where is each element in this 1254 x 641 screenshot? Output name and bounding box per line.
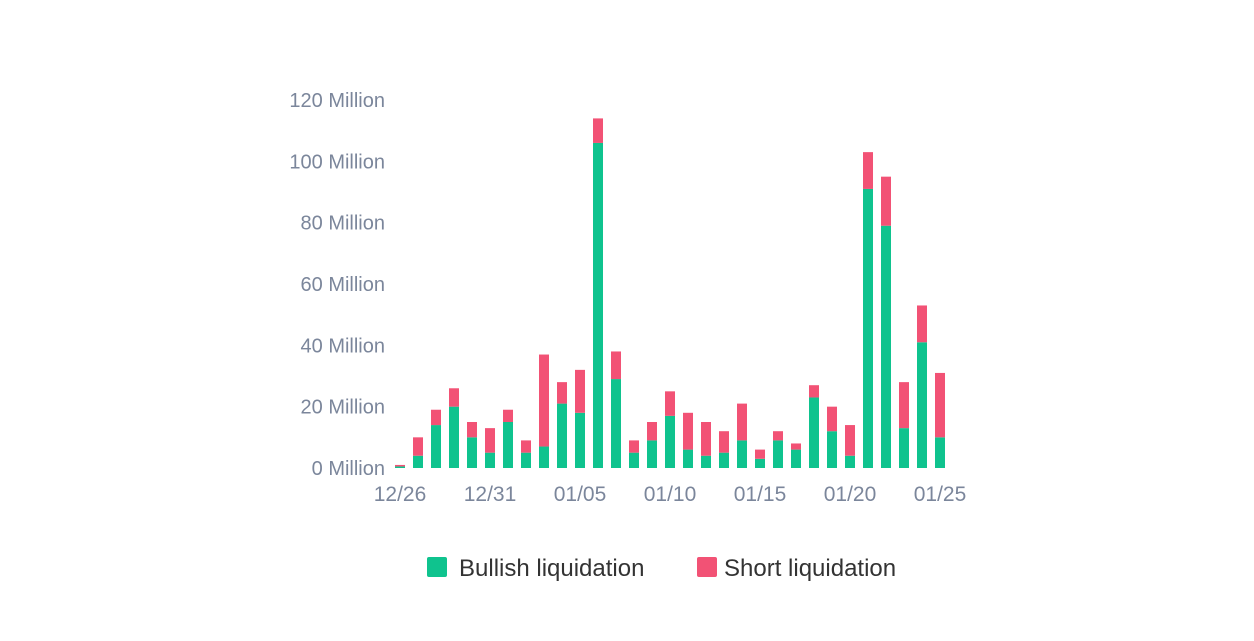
bar-short-01-18[interactable]: [809, 385, 819, 398]
bar-bullish-12-28[interactable]: [431, 425, 441, 468]
bar-bullish-12-27[interactable]: [413, 455, 423, 468]
bar-bullish-01-18[interactable]: [809, 397, 819, 468]
legend-label-short: Short liquidation: [724, 555, 896, 582]
bar-bullish-01-15[interactable]: [755, 458, 765, 468]
bar-short-01-08[interactable]: [629, 440, 639, 453]
x-tick-label: 01/05: [554, 483, 607, 506]
bar-short-01-14[interactable]: [737, 403, 747, 441]
y-tick-label: 20 Million: [301, 397, 385, 419]
bar-short-01-09[interactable]: [647, 422, 657, 441]
bar-short-01-13[interactable]: [719, 431, 729, 453]
bar-bullish-01-20[interactable]: [845, 455, 855, 468]
bars: [395, 118, 945, 468]
bar-short-12-28[interactable]: [431, 409, 441, 426]
bar-bullish-01-03[interactable]: [539, 446, 549, 468]
bar-short-01-12[interactable]: [701, 422, 711, 456]
y-axis-labels: 0 Million 20 Million 40 Million 60 Million 8…: [289, 90, 385, 480]
bar-short-01-21[interactable]: [863, 152, 873, 189]
bar-bullish-01-14[interactable]: [737, 440, 747, 468]
bar-short-01-16[interactable]: [773, 431, 783, 441]
bar-short-01-20[interactable]: [845, 425, 855, 456]
bar-bullish-01-10[interactable]: [665, 415, 675, 468]
bar-bullish-12-31[interactable]: [485, 452, 495, 468]
bar-bullish-01-05[interactable]: [575, 412, 585, 468]
bar-short-12-29[interactable]: [449, 388, 459, 407]
bar-short-01-05[interactable]: [575, 369, 585, 413]
legend-label-bullish: Bullish liquidation: [459, 555, 644, 582]
y-tick-label: 40 Million: [301, 335, 385, 357]
legend-item-bullish[interactable]: Bullish liquidation: [427, 555, 644, 582]
bar-bullish-01-23[interactable]: [899, 428, 909, 468]
y-tick-label: 0 Million: [312, 458, 385, 480]
bar-short-01-04[interactable]: [557, 382, 567, 404]
bar-bullish-01-24[interactable]: [917, 342, 927, 468]
y-tick-label: 60 Million: [301, 274, 385, 296]
bar-short-01-19[interactable]: [827, 406, 837, 432]
bar-short-01-10[interactable]: [665, 391, 675, 416]
y-tick-label: 100 Million: [289, 151, 385, 173]
bar-short-01-11[interactable]: [683, 412, 693, 450]
bar-bullish-01-02[interactable]: [521, 452, 531, 468]
legend: Bullish liquidation Short liquidation: [427, 555, 896, 582]
bar-bullish-12-26[interactable]: [395, 466, 405, 468]
bar-bullish-01-16[interactable]: [773, 440, 783, 468]
bar-short-12-27[interactable]: [413, 437, 423, 456]
bar-bullish-01-06[interactable]: [593, 142, 603, 468]
bar-short-01-25[interactable]: [935, 372, 945, 438]
bar-short-01-15[interactable]: [755, 449, 765, 459]
bar-short-01-02[interactable]: [521, 440, 531, 453]
bar-short-01-23[interactable]: [899, 382, 909, 429]
bar-bullish-01-07[interactable]: [611, 379, 621, 468]
bar-bullish-01-12[interactable]: [701, 455, 711, 468]
bar-bullish-01-04[interactable]: [557, 403, 567, 468]
bar-short-01-24[interactable]: [917, 305, 927, 343]
bar-short-01-22[interactable]: [881, 176, 891, 226]
bar-bullish-01-19[interactable]: [827, 431, 837, 468]
bar-short-01-17[interactable]: [791, 443, 801, 450]
x-tick-label: 12/26: [374, 483, 427, 506]
legend-swatch-short: [697, 557, 717, 577]
bar-short-01-01[interactable]: [503, 409, 513, 422]
bar-short-01-03[interactable]: [539, 354, 549, 447]
bar-short-12-30[interactable]: [467, 422, 477, 438]
bar-bullish-12-30[interactable]: [467, 437, 477, 468]
bar-bullish-01-22[interactable]: [881, 225, 891, 468]
x-tick-label: 12/31: [464, 483, 517, 506]
legend-item-short[interactable]: Short liquidation: [697, 555, 896, 582]
legend-swatch-bullish: [427, 557, 447, 577]
y-tick-label: 80 Million: [301, 213, 385, 235]
bar-short-12-26[interactable]: [395, 464, 405, 467]
x-tick-label: 01/20: [824, 483, 877, 506]
bar-short-12-31[interactable]: [485, 428, 495, 453]
bar-bullish-01-09[interactable]: [647, 440, 657, 468]
y-tick-label: 120 Million: [289, 90, 385, 112]
x-tick-label: 01/25: [914, 483, 967, 506]
x-tick-label: 01/15: [734, 483, 787, 506]
bar-short-01-06[interactable]: [593, 118, 603, 143]
bar-bullish-01-11[interactable]: [683, 449, 693, 468]
x-tick-label: 01/10: [644, 483, 697, 506]
bar-bullish-12-29[interactable]: [449, 406, 459, 468]
bar-bullish-01-25[interactable]: [935, 437, 945, 468]
bar-bullish-01-01[interactable]: [503, 422, 513, 468]
bar-short-01-07[interactable]: [611, 351, 621, 380]
x-axis-labels: 12/26 12/31 01/05 01/10 01/15 01/20 01/25: [374, 483, 967, 506]
bar-bullish-01-21[interactable]: [863, 188, 873, 468]
bar-bullish-01-17[interactable]: [791, 449, 801, 468]
bar-bullish-01-13[interactable]: [719, 452, 729, 468]
bar-bullish-01-08[interactable]: [629, 452, 639, 468]
